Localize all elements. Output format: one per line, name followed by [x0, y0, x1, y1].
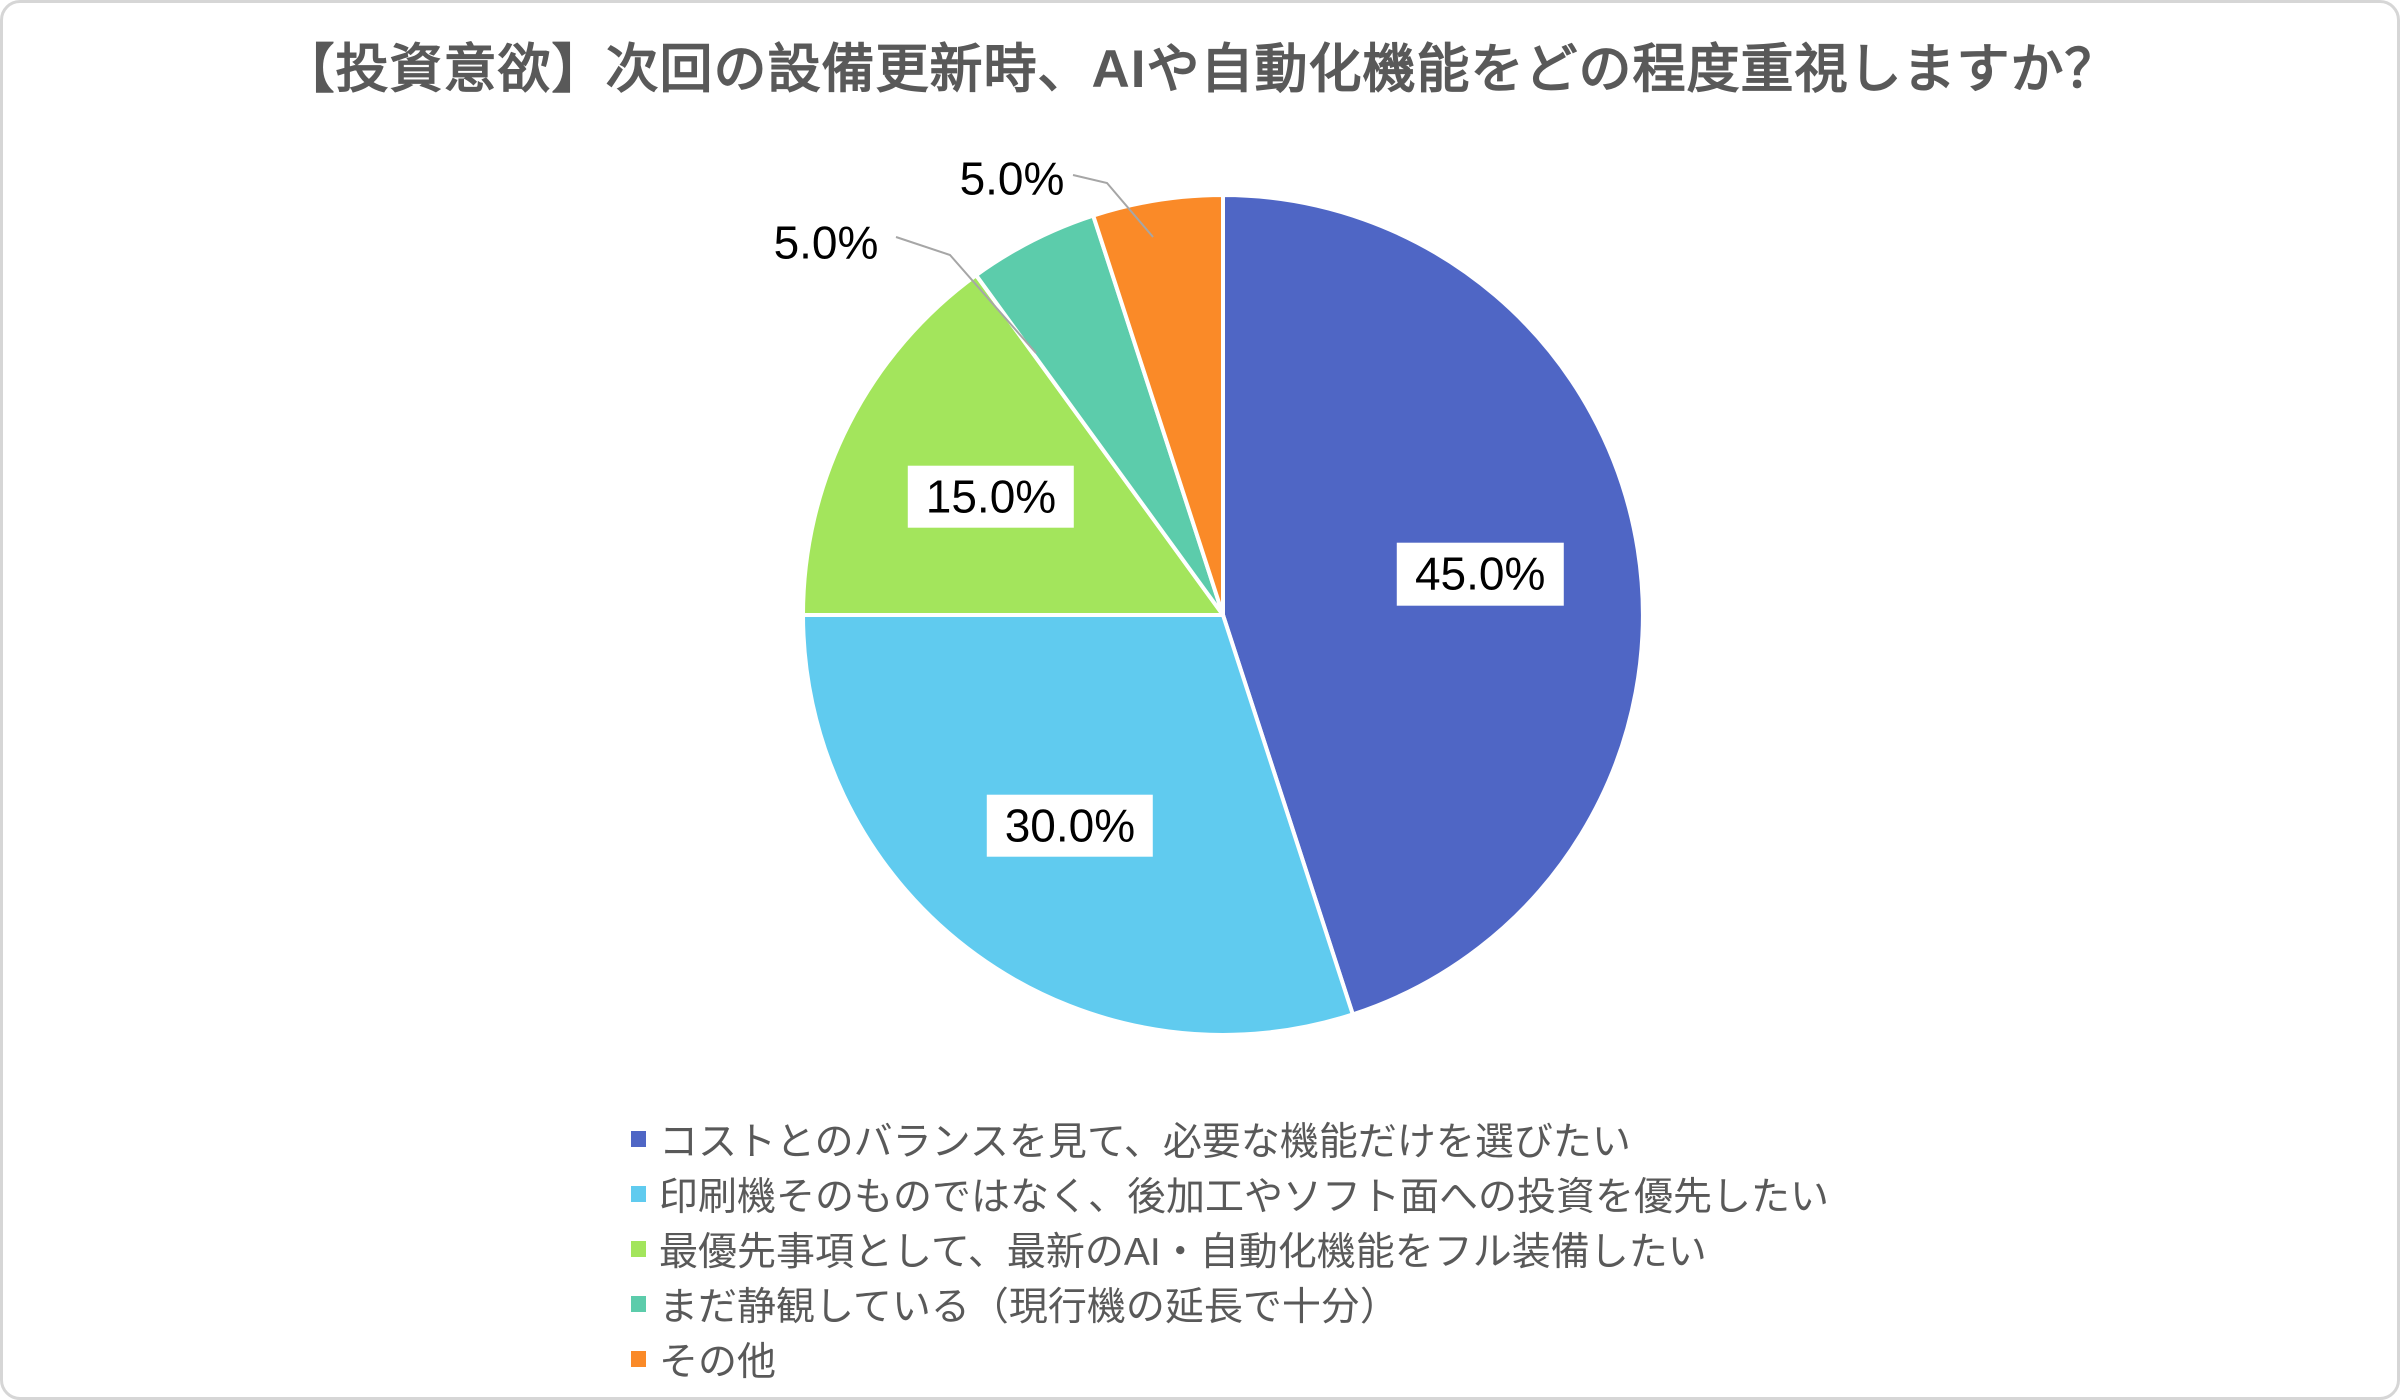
- legend-swatch: [631, 1350, 646, 1367]
- pie-slice-3: [801, 273, 1225, 617]
- legend-swatch: [631, 1240, 646, 1257]
- leader-line: [895, 236, 1037, 354]
- slice-value-label: 45.0%: [1396, 542, 1564, 606]
- slice-value-label: 30.0%: [986, 794, 1154, 857]
- legend-item: コストとのバランスを見て、必要な機能だけを選びたい: [631, 1111, 1829, 1166]
- legend-item: その他: [631, 1331, 1829, 1386]
- slice-value-label: 15.0%: [907, 465, 1075, 529]
- slice-value-label: 5.0%: [959, 152, 1065, 205]
- legend-label: 印刷機そのものではなく、後加工やソフト面への投資を優先したい: [659, 1175, 1830, 1219]
- pie-slice-5: [1091, 193, 1225, 617]
- leader-line: [1072, 174, 1154, 238]
- slice-value-label: 5.0%: [773, 216, 879, 269]
- legend-item: 印刷機そのものではなく、後加工やソフト面への投資を優先したい: [631, 1166, 1829, 1221]
- chart-title: 【投資意欲】次回の設備更新時、AIや自動化機能をどの程度重視しますか？: [281, 40, 2119, 99]
- legend: コストとのバランスを見て、必要な機能だけを選びたい印刷機そのものではなく、後加工…: [631, 1111, 1829, 1386]
- legend-label: まだ静観している（現行機の延長で十分）: [659, 1285, 1399, 1329]
- legend-swatch: [631, 1130, 646, 1147]
- legend-label: 最優先事項として、最新のAI・自動化機能をフル装備したい: [659, 1230, 1707, 1274]
- legend-label: コストとのバランスを見て、必要な機能だけを選びたい: [659, 1120, 1631, 1164]
- legend-item: まだ静観している（現行機の延長で十分）: [631, 1276, 1829, 1331]
- legend-swatch: [631, 1185, 646, 1202]
- legend-item: 最優先事項として、最新のAI・自動化機能をフル装備したい: [631, 1221, 1829, 1276]
- legend-swatch: [631, 1295, 646, 1312]
- legend-label: その他: [659, 1340, 777, 1384]
